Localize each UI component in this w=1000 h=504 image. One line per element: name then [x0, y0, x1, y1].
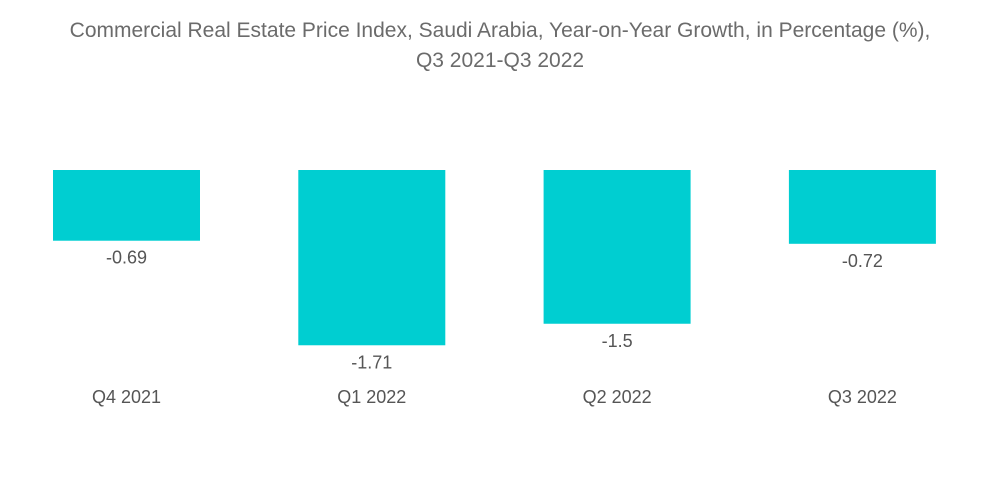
x-tick-label: Q3 2022	[828, 387, 897, 407]
data-label: -0.69	[106, 248, 147, 268]
chart-title-line-2: Q3 2021-Q3 2022	[415, 49, 585, 72]
x-tick-label: Q2 2022	[583, 387, 652, 407]
bar-q3-2022	[788, 170, 936, 244]
data-label: -1.71	[351, 352, 392, 372]
chart-title-line-1: Commercial Real Estate Price Index, Saud…	[69, 19, 931, 42]
data-label: -1.5	[602, 331, 633, 351]
x-tick-label: Q4 2021	[92, 387, 161, 407]
bar-q1-2022	[298, 170, 446, 346]
bar-q2-2022	[543, 170, 691, 324]
bar-q4-2021	[53, 170, 200, 241]
x-tick-label: Q1 2022	[337, 387, 406, 407]
chart-title: Commercial Real Estate Price Index, Saud…	[0, 16, 1000, 76]
data-label: -0.72	[842, 251, 883, 271]
